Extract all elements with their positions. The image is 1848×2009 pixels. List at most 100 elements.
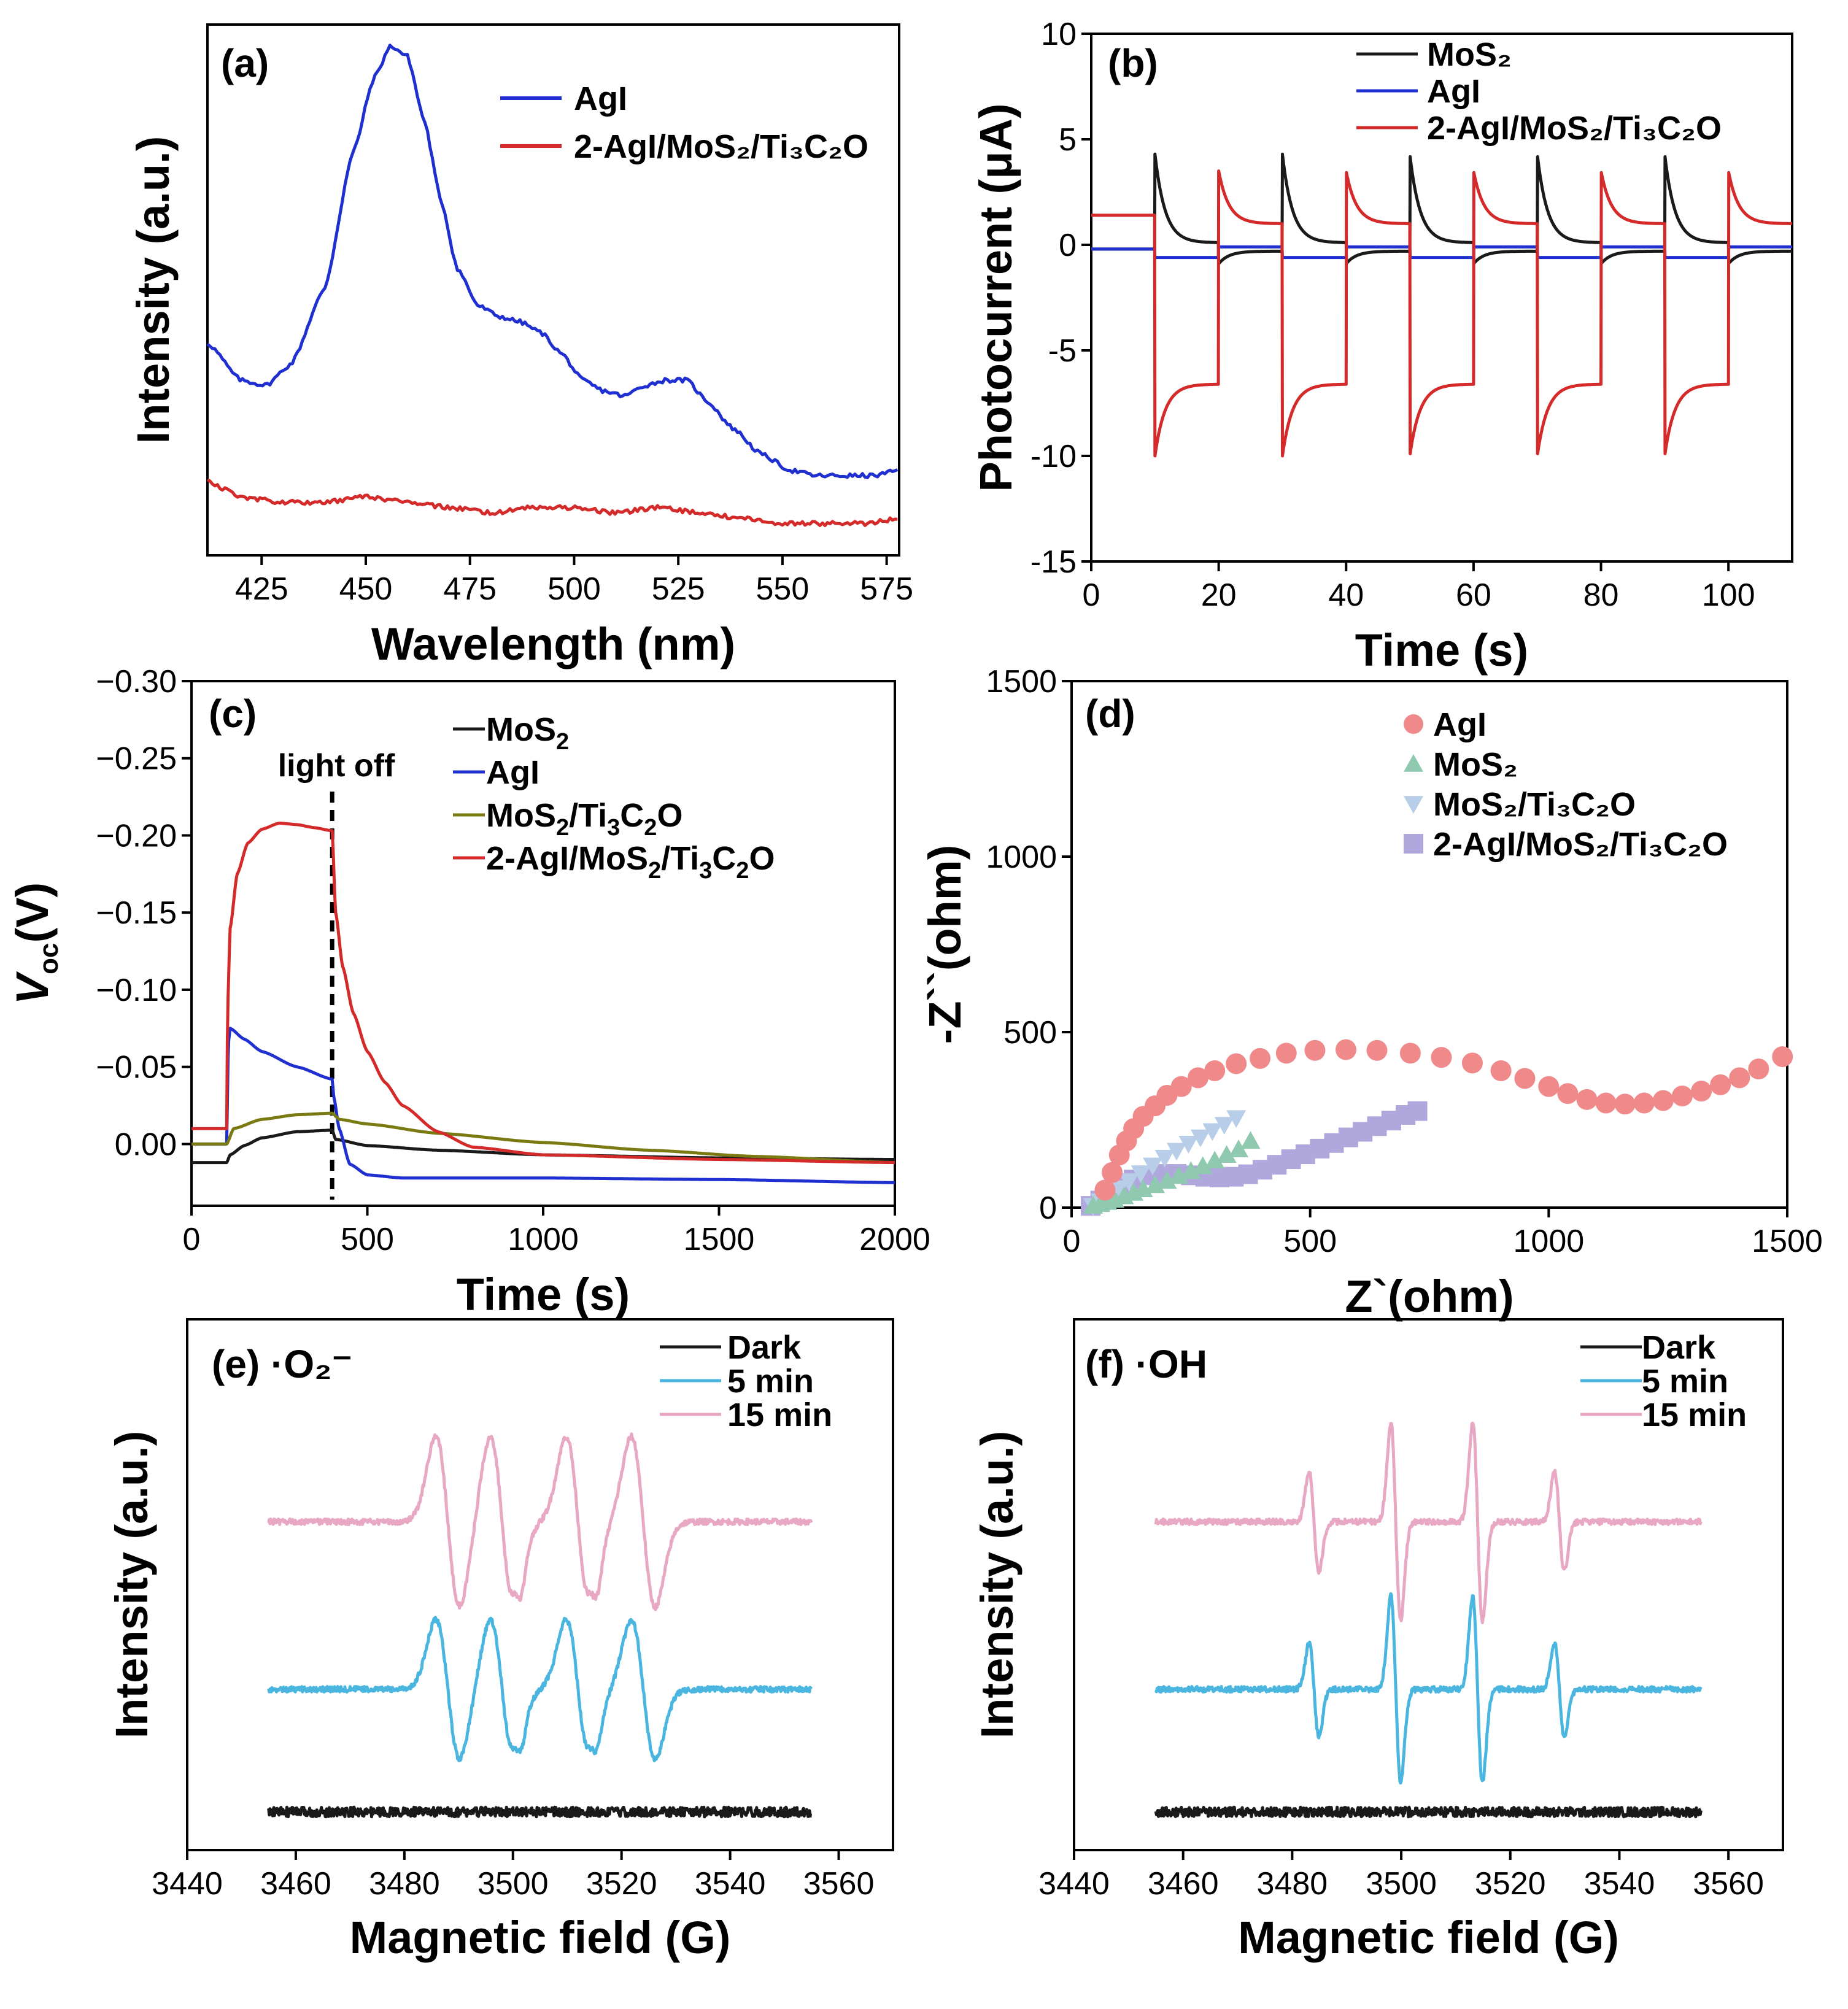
y-tick-label: -10 [1030,439,1077,474]
x-tick-label: 525 [652,571,705,607]
legend-label-part: 2 [736,858,749,884]
data-point [1514,1068,1536,1089]
data-point [1131,1165,1151,1183]
legend-label-part: /Ti [569,797,607,834]
legend-label-part: 2 [556,729,569,755]
plot-frame [1070,680,1788,1209]
x-tick-label: 2000 [859,1222,930,1257]
x-axis-title: Z`(ohm) [1345,1271,1514,1322]
y-tick-label: 10 [1041,17,1077,52]
series-line [1090,245,1793,260]
legend-label-part: 3 [607,815,620,841]
y-tick-label: -5 [1048,333,1077,369]
legend-label: 5 min [727,1363,814,1400]
x-axis-title: Wavelength (nm) [371,619,735,669]
data-point [1633,1092,1655,1114]
data-point [1671,1085,1693,1107]
data-point [1431,1047,1452,1068]
data-point [1102,1162,1123,1183]
x-tick-label: 3560 [803,1866,875,1902]
y-tick-label: 500 [1003,1015,1057,1051]
series-line [1154,1805,1703,1819]
y-tick-label: 1500 [986,664,1057,700]
y-tick-label: 0 [1059,228,1077,263]
data-point [1404,714,1423,734]
legend-label: AgI [574,80,627,117]
legend-label: 2-AgI/MoS2/Ti3C2O [486,840,775,884]
legend-label: MoS₂ [1427,36,1512,73]
data-point [1193,1156,1213,1174]
data-point [1157,1171,1177,1189]
x-tick-label: 3520 [586,1866,657,1902]
y-tick-label: 0 [1039,1190,1057,1226]
y-tick-label: −0.15 [96,895,177,931]
legend-label-part: 2 [556,815,569,841]
x-tick-label: 0 [183,1222,201,1257]
data-point [1748,1058,1769,1080]
x-tick-label: 500 [547,571,601,607]
legend-label-part: 2-AgI/MoS [486,840,648,877]
legend-label: 5 min [1642,1363,1728,1400]
data-point [1576,1089,1598,1110]
data-point [1119,1173,1139,1192]
legend-label-part: /Ti [661,840,699,877]
legend-label: AgI [1427,73,1480,110]
data-point [1595,1092,1617,1114]
data-point [1304,1039,1326,1061]
plot-frame [186,1318,894,1851]
x-tick-label: 3480 [1257,1866,1328,1902]
x-tick-label: 20 [1201,577,1237,613]
legend-label: Dark [727,1329,802,1366]
data-point [1226,1053,1247,1074]
data-point [1190,1129,1210,1147]
data-point [1250,1047,1271,1069]
legend-label: Dark [1642,1329,1716,1366]
data-point [1143,1157,1163,1176]
data-point [1170,1076,1192,1097]
legend-label: 2-AgI/MoS₂/Ti₃C₂O [1427,110,1722,147]
x-axis-title: Magnetic field (G) [1238,1912,1619,1963]
light-off-label: light off [278,748,395,784]
x-tick-label: 3500 [1366,1866,1437,1902]
data-point [1614,1093,1636,1115]
series-line [1154,1421,1703,1624]
x-tick-label: 40 [1328,577,1364,613]
legend-label-part: MoS [486,711,556,748]
x-tick-label: 3560 [1693,1866,1764,1902]
data-point [1407,1101,1428,1121]
panel-c: 0 500 1000 1500 2000 0.00 −0.05 −0.10 −0.15 −0.20… [7,664,930,1320]
x-tick-label: 3440 [152,1866,223,1902]
legend-label: 2-AgI/MoS₂/Ti₃C₂O [1433,826,1728,863]
legend-label: 15 min [1642,1397,1747,1433]
data-point [1169,1166,1189,1184]
panel-label: (e) ·O₂⁻ [212,1342,352,1386]
legend-label: 15 min [727,1397,832,1433]
panel-f: 3440 3460 3480 3500 3520 3540 3560 Magnetic fie… [972,1318,1784,1963]
panel-e: 3440 3460 3480 3500 3520 3540 3560 Magnetic fie… [106,1318,894,1963]
x-tick-label: 60 [1456,577,1491,613]
x-tick-label: 425 [235,571,288,607]
data-point [1229,1139,1249,1157]
series-line [1090,169,1793,458]
panel-label: (a) [221,41,269,85]
data-point [1205,1151,1225,1169]
legend-label-part: 2 [648,858,661,884]
data-point [1202,1123,1223,1141]
y-tick-label: 0.00 [115,1127,177,1162]
legend-label: AgI [1433,706,1487,743]
x-tick-label: 3520 [1475,1866,1546,1902]
data-point [1240,1131,1261,1149]
panel-label: (b) [1108,41,1158,85]
y-tick-label: −0.25 [96,741,177,777]
x-tick-label: 1500 [684,1222,755,1257]
data-point [1538,1076,1560,1097]
legend-label-part: C [712,840,736,877]
plot-frame [1073,1318,1784,1851]
x-tick-label: 100 [1702,577,1755,613]
data-point [1109,1180,1129,1198]
x-tick-label: 3460 [260,1866,331,1902]
legend-label: MoS2/Ti3C2O [486,797,682,841]
data-point [1729,1067,1750,1089]
y-axis-title-v: V [7,971,58,1005]
